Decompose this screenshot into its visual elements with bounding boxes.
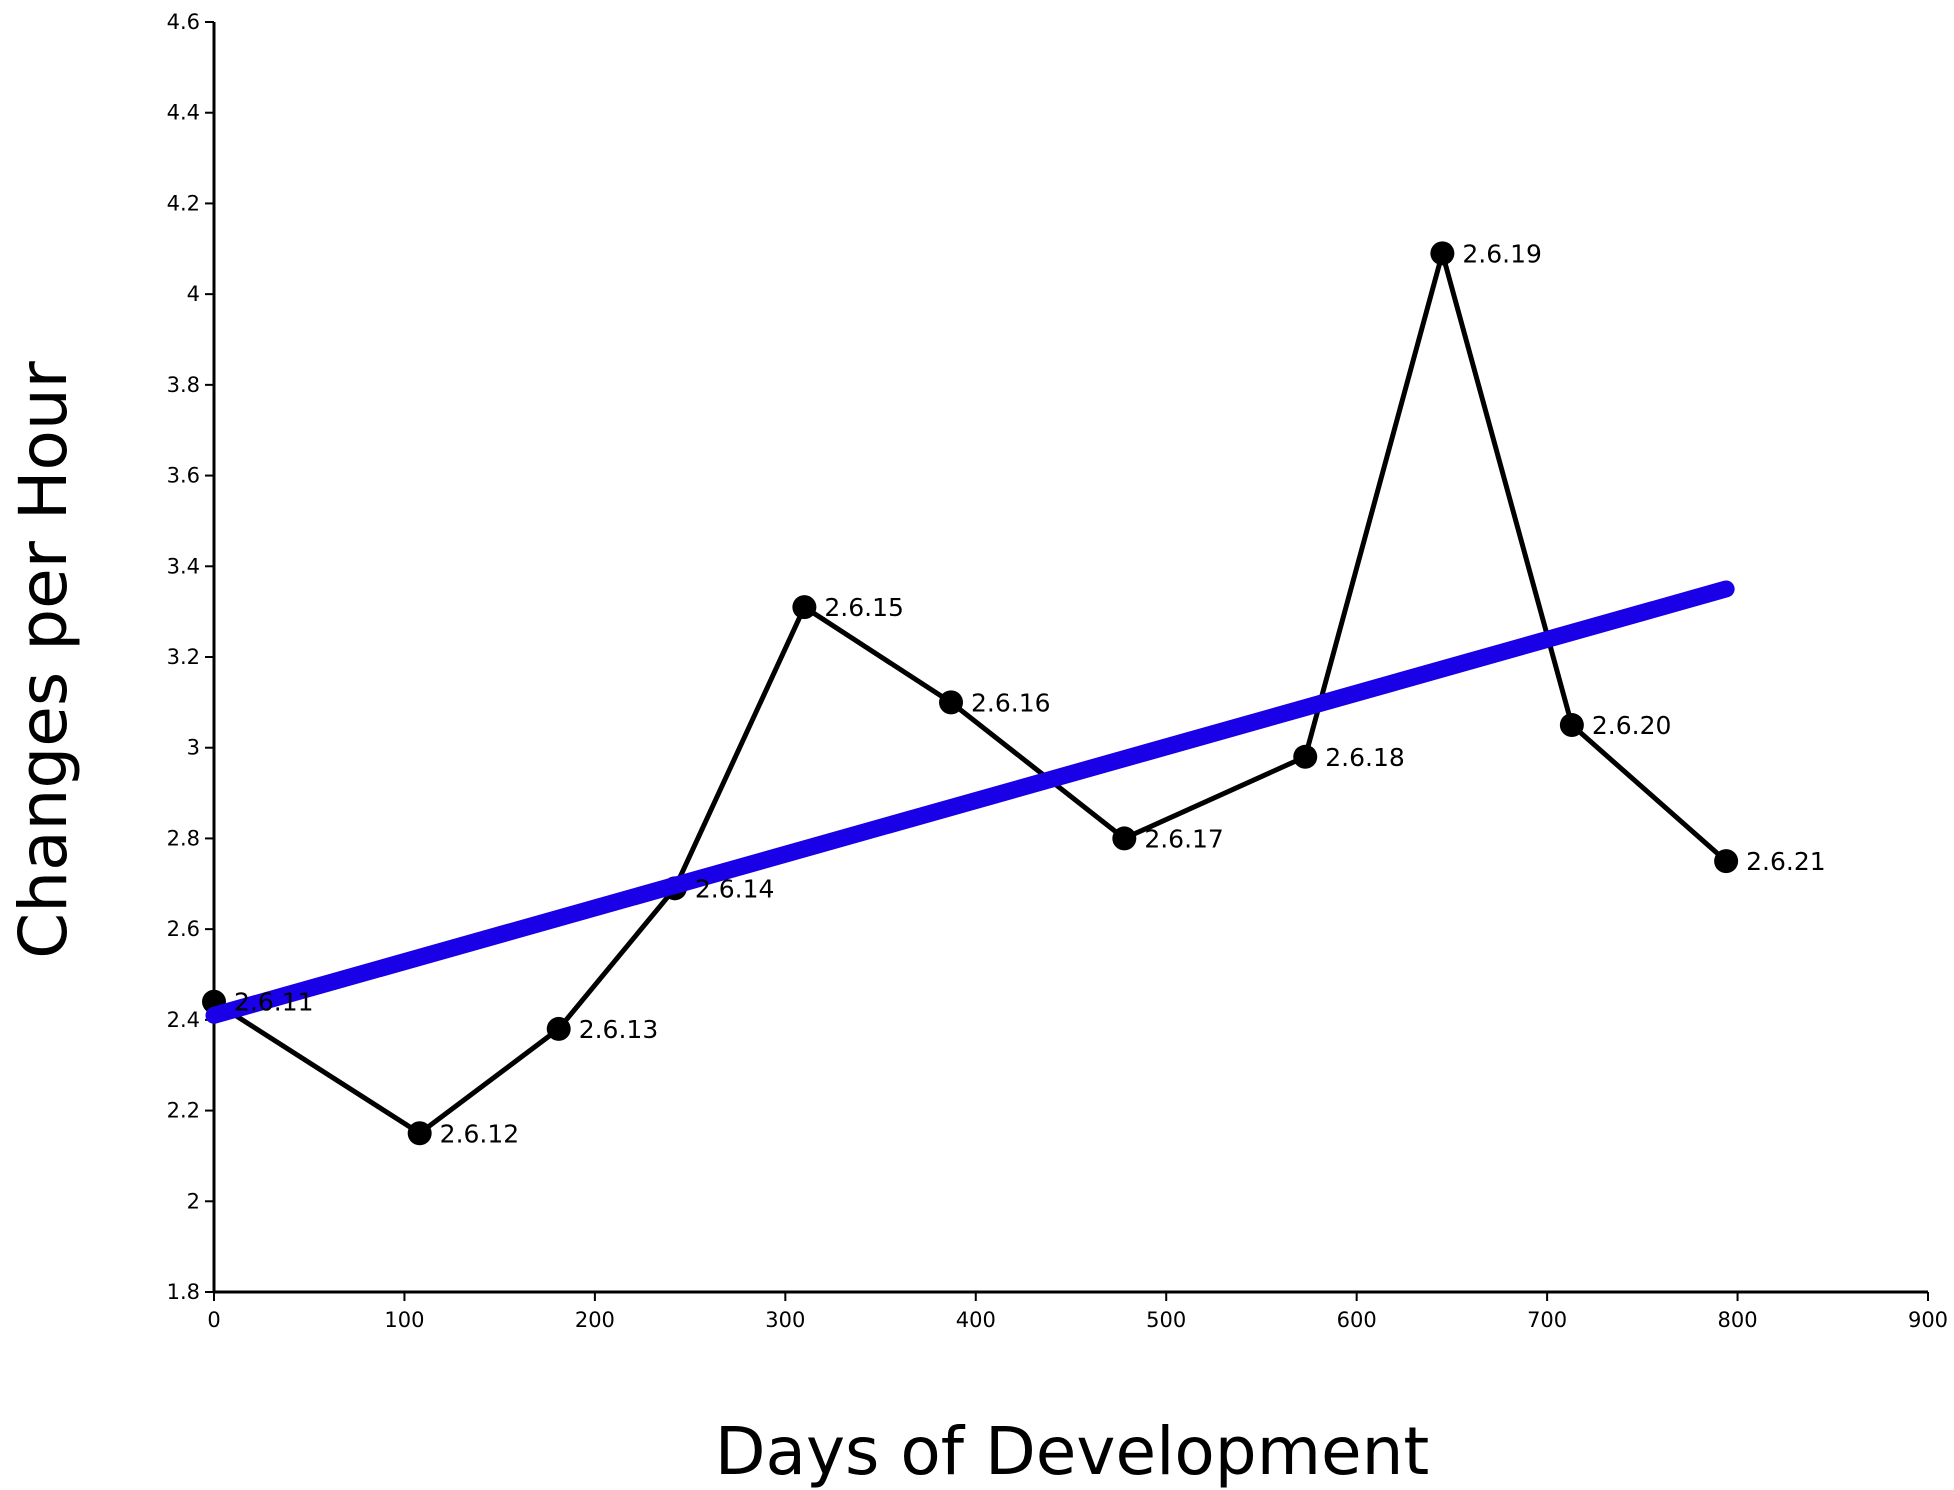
y-tick-label: 4 — [187, 282, 200, 306]
data-point-label: 2.6.16 — [971, 688, 1051, 717]
point-labels: 2.6.11 2.6.12 2.6.13 2.6.14 2.6.15 2.6.16 2.6.… — [234, 239, 1826, 1148]
data-point-label: 2.6.15 — [824, 593, 904, 622]
y-tick-label: 3.6 — [167, 464, 200, 488]
y-tick-label: 1.8 — [167, 1280, 200, 1304]
data-point-label: 2.6.13 — [579, 1015, 659, 1044]
y-axis-title: Changes per Hour — [5, 360, 82, 959]
data-point — [1714, 849, 1739, 874]
x-tick-label: 800 — [1718, 1308, 1758, 1332]
data-point-label: 2.6.19 — [1462, 239, 1542, 268]
y-tick-label: 2.2 — [167, 1099, 200, 1123]
y-tick-label: 2 — [187, 1189, 200, 1213]
x-tick-label: 200 — [575, 1308, 615, 1332]
data-point — [792, 595, 817, 620]
data-point — [939, 690, 964, 715]
x-tick-label: 400 — [956, 1308, 996, 1332]
trend-line — [205, 580, 1735, 1024]
y-tick-label: 3.4 — [167, 554, 200, 578]
y-tick-label: 2.6 — [167, 917, 200, 941]
data-point — [1293, 744, 1318, 769]
data-point — [407, 1121, 432, 1146]
y-tick-label: 3.8 — [167, 373, 200, 397]
data-point-label: 2.6.18 — [1325, 743, 1405, 772]
x-tick-label: 100 — [384, 1308, 424, 1332]
data-point-label: 2.6.20 — [1592, 711, 1672, 740]
data-point-label: 2.6.21 — [1746, 847, 1826, 876]
x-tick-label: 300 — [765, 1308, 805, 1332]
trend-layer — [205, 580, 1735, 1024]
y-tick-label: 4.4 — [167, 101, 200, 125]
x-tick-label: 0 — [207, 1308, 220, 1332]
x-ticks: 0 100 200 300 400 500 600 700 800 900 — [207, 1292, 1948, 1332]
data-point-label: 2.6.12 — [440, 1119, 520, 1148]
data-point — [546, 1016, 571, 1041]
data-point-label: 2.6.14 — [695, 874, 775, 903]
x-tick-label: 600 — [1337, 1308, 1377, 1332]
x-tick-label: 900 — [1908, 1308, 1948, 1332]
y-tick-label: 2.4 — [167, 1008, 200, 1032]
y-tick-label: 4.6 — [167, 10, 200, 34]
y-tick-label: 3 — [187, 736, 200, 760]
x-tick-label: 700 — [1527, 1308, 1567, 1332]
y-tick-label: 2.8 — [167, 826, 200, 850]
data-point — [1430, 241, 1455, 266]
series-layer — [202, 241, 1739, 1146]
data-point — [1112, 826, 1137, 851]
y-tick-label: 4.2 — [167, 191, 200, 215]
y-ticks: 1.8 2 2.2 2.4 2.6 2.8 3 3.2 3.4 3.6 3.8 4 4.2 4.4 4.6 — [167, 10, 214, 1304]
y-tick-label: 3.2 — [167, 645, 200, 669]
data-point-label: 2.6.17 — [1144, 824, 1224, 853]
axes — [212, 22, 1928, 1294]
data-point-label: 2.6.11 — [234, 988, 314, 1017]
data-point — [1559, 713, 1584, 738]
x-axis-title: Days of Development — [715, 1413, 1430, 1490]
x-tick-label: 500 — [1146, 1308, 1186, 1332]
